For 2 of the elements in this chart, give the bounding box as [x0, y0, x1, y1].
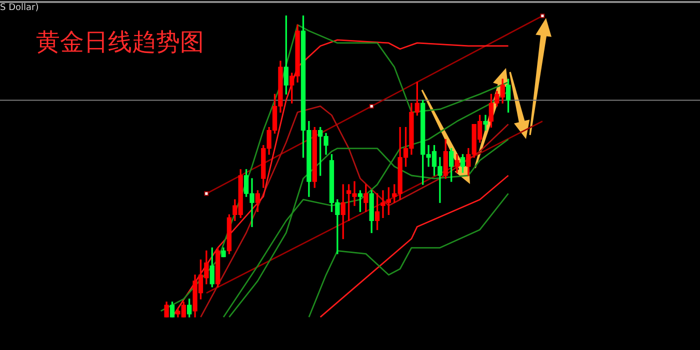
text: 黄金日线趋势图: [36, 27, 204, 58]
text: S Dollar): [0, 3, 39, 13]
